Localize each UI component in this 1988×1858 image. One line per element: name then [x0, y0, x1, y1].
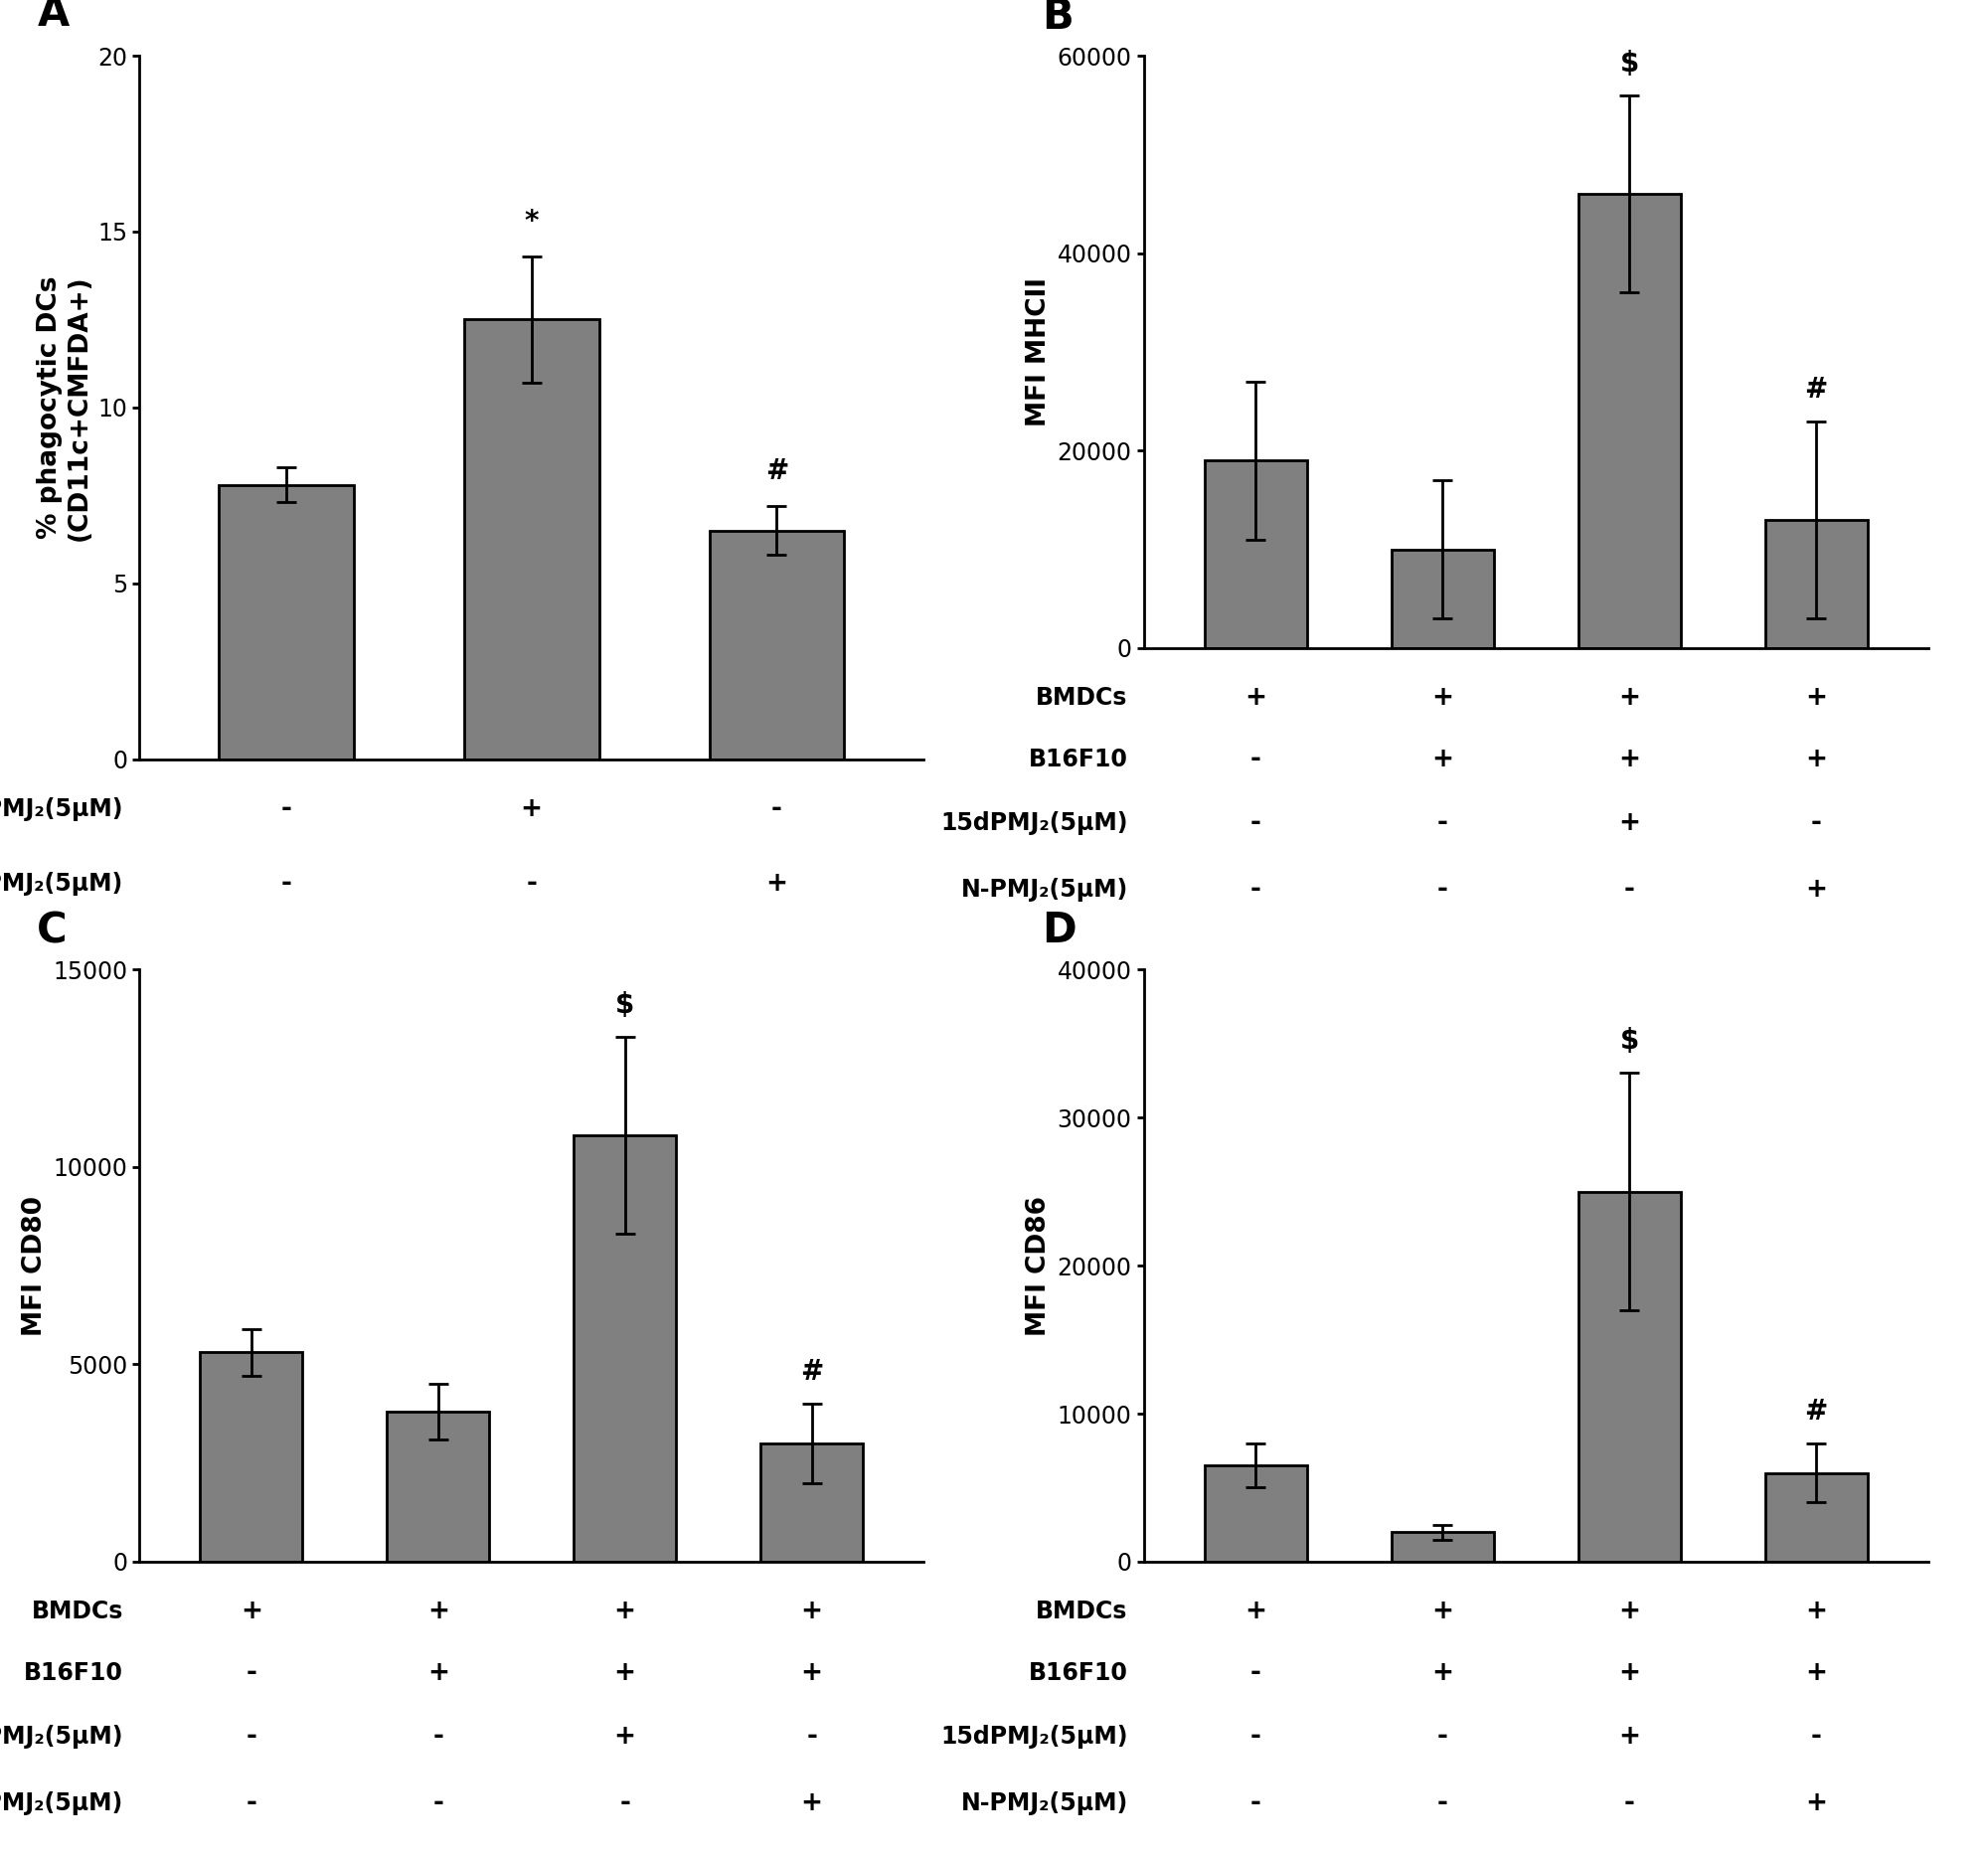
Y-axis label: % phagocytic DCs
(CD11c+CMFDA+): % phagocytic DCs (CD11c+CMFDA+) [36, 275, 91, 541]
Text: +: + [801, 1659, 823, 1685]
Text: +: + [1805, 747, 1827, 773]
Text: +: + [1618, 686, 1640, 712]
Text: 15dPMJ₂(5μM): 15dPMJ₂(5μM) [940, 1724, 1127, 1748]
Text: #: # [1805, 375, 1827, 403]
Text: -: - [1250, 1724, 1260, 1750]
Text: B16F10: B16F10 [1028, 747, 1127, 771]
Text: N-PMJ₂(5μM): N-PMJ₂(5μM) [960, 877, 1127, 901]
Text: $: $ [1620, 50, 1638, 78]
Bar [219, 485, 354, 760]
Text: $: $ [616, 990, 634, 1018]
Text: -: - [1250, 810, 1260, 836]
Text: -: - [433, 1724, 443, 1750]
Text: +: + [1805, 877, 1827, 903]
Text: +: + [521, 797, 543, 821]
Text: +: + [241, 1598, 262, 1624]
Bar [1578, 1191, 1680, 1563]
Bar [575, 1135, 676, 1563]
Text: +: + [1431, 686, 1453, 712]
Bar [201, 1353, 302, 1563]
Text: -: - [1250, 1791, 1260, 1817]
Text: N-PMJ₂(5μM): N-PMJ₂(5μM) [960, 1791, 1127, 1815]
Text: +: + [765, 871, 787, 897]
Text: -: - [1437, 877, 1447, 903]
Text: +: + [1805, 686, 1827, 712]
Text: *: * [525, 208, 539, 236]
Text: BMDCs: BMDCs [1036, 686, 1127, 710]
Text: -: - [1811, 1724, 1821, 1750]
Text: +: + [1805, 1598, 1827, 1624]
Text: -: - [1437, 1724, 1447, 1750]
Text: 15dPMJ₂(5μM): 15dPMJ₂(5μM) [940, 812, 1127, 834]
Text: #: # [765, 457, 789, 485]
Bar [1392, 550, 1493, 648]
Bar [1205, 1466, 1306, 1563]
Text: -: - [620, 1791, 630, 1817]
Text: B16F10: B16F10 [1028, 1661, 1127, 1685]
Bar [759, 1444, 863, 1563]
Text: +: + [1618, 1598, 1640, 1624]
Text: -: - [1811, 810, 1821, 836]
Text: +: + [1618, 747, 1640, 773]
Text: A: A [38, 0, 70, 35]
Text: -: - [527, 871, 537, 897]
Text: -: - [247, 1791, 256, 1817]
Text: -: - [807, 1724, 817, 1750]
Text: +: + [1805, 1791, 1827, 1817]
Text: 15dPMJ₂(5μM): 15dPMJ₂(5μM) [0, 797, 123, 821]
Text: +: + [801, 1791, 823, 1817]
Text: +: + [801, 1598, 823, 1624]
Text: -: - [1437, 1791, 1447, 1817]
Bar [1392, 1533, 1493, 1563]
Bar [463, 320, 598, 760]
Bar [388, 1412, 489, 1563]
Text: +: + [427, 1598, 449, 1624]
Text: +: + [614, 1598, 636, 1624]
Text: -: - [247, 1659, 256, 1685]
Text: -: - [1250, 747, 1260, 773]
Text: +: + [1618, 1724, 1640, 1750]
Text: B16F10: B16F10 [24, 1661, 123, 1685]
Text: +: + [614, 1724, 636, 1750]
Text: N-PMJ₂(5μM): N-PMJ₂(5μM) [0, 871, 123, 896]
Y-axis label: MFI CD80: MFI CD80 [22, 1195, 48, 1336]
Text: -: - [1250, 1659, 1260, 1685]
Text: #: # [1805, 1397, 1827, 1425]
Text: +: + [427, 1659, 449, 1685]
Y-axis label: MFI MHCII: MFI MHCII [1026, 277, 1052, 427]
Text: B: B [1042, 0, 1074, 37]
Text: +: + [1244, 686, 1266, 712]
Bar [1765, 520, 1867, 648]
Text: #: # [801, 1358, 823, 1386]
Text: +: + [1618, 1659, 1640, 1685]
Text: -: - [1437, 810, 1447, 836]
Text: C: C [38, 910, 68, 951]
Text: -: - [433, 1791, 443, 1817]
Bar [710, 531, 845, 760]
Text: +: + [614, 1659, 636, 1685]
Text: -: - [1250, 877, 1260, 903]
Bar [1765, 1473, 1867, 1563]
Text: $: $ [1620, 1027, 1638, 1055]
Text: -: - [1624, 1791, 1634, 1817]
Text: 15dPMJ₂(5μM): 15dPMJ₂(5μM) [0, 1724, 123, 1748]
Text: +: + [1244, 1598, 1266, 1624]
Text: +: + [1618, 810, 1640, 836]
Text: -: - [280, 797, 292, 821]
Text: +: + [1431, 1598, 1453, 1624]
Text: -: - [280, 871, 292, 897]
Text: D: D [1042, 910, 1076, 951]
Text: +: + [1431, 747, 1453, 773]
Text: N-PMJ₂(5μM): N-PMJ₂(5μM) [0, 1791, 123, 1815]
Bar [1578, 193, 1680, 648]
Text: -: - [247, 1724, 256, 1750]
Text: BMDCs: BMDCs [1036, 1600, 1127, 1624]
Text: -: - [1624, 877, 1634, 903]
Bar [1205, 461, 1306, 648]
Text: +: + [1431, 1659, 1453, 1685]
Text: BMDCs: BMDCs [32, 1600, 123, 1624]
Text: +: + [1805, 1659, 1827, 1685]
Text: -: - [771, 797, 781, 821]
Y-axis label: MFI CD86: MFI CD86 [1026, 1195, 1052, 1336]
